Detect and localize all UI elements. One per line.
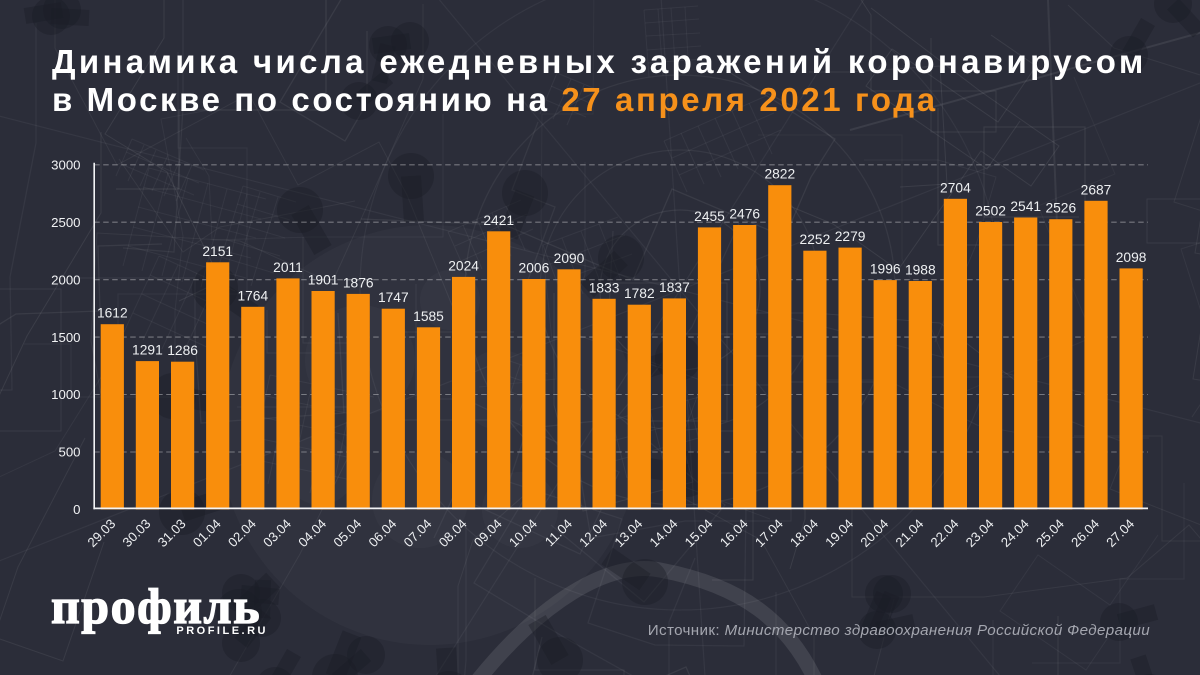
svg-text:1901: 1901: [308, 273, 339, 288]
svg-text:3000: 3000: [51, 158, 80, 173]
svg-text:2000: 2000: [51, 272, 80, 287]
svg-text:1612: 1612: [97, 306, 128, 321]
svg-text:1291: 1291: [132, 343, 163, 358]
svg-text:2541: 2541: [1010, 199, 1041, 214]
svg-text:1286: 1286: [167, 343, 198, 358]
svg-text:2006: 2006: [519, 261, 550, 276]
svg-text:1876: 1876: [343, 275, 374, 290]
svg-text:2151: 2151: [202, 244, 233, 259]
svg-text:2500: 2500: [51, 215, 80, 230]
svg-text:1837: 1837: [659, 280, 690, 295]
svg-text:2098: 2098: [1116, 250, 1147, 265]
svg-text:2704: 2704: [940, 180, 971, 195]
svg-text:2455: 2455: [694, 209, 725, 224]
svg-text:2526: 2526: [1045, 201, 1076, 216]
svg-text:2476: 2476: [729, 207, 760, 222]
svg-text:2024: 2024: [448, 258, 479, 273]
svg-text:2252: 2252: [800, 232, 831, 247]
svg-text:2421: 2421: [483, 213, 514, 228]
svg-text:2822: 2822: [764, 167, 795, 182]
svg-text:1996: 1996: [870, 262, 901, 277]
svg-text:0: 0: [73, 502, 80, 517]
svg-text:1585: 1585: [413, 309, 444, 324]
svg-text:2687: 2687: [1081, 182, 1112, 197]
svg-text:1988: 1988: [905, 263, 936, 278]
svg-text:2090: 2090: [554, 251, 585, 266]
svg-text:2279: 2279: [835, 229, 866, 244]
svg-text:500: 500: [58, 445, 80, 460]
svg-text:1500: 1500: [51, 330, 80, 345]
svg-text:1764: 1764: [237, 288, 268, 303]
svg-text:1747: 1747: [378, 290, 409, 305]
svg-text:2011: 2011: [273, 260, 303, 275]
svg-text:1833: 1833: [589, 280, 620, 295]
svg-text:1000: 1000: [51, 387, 80, 402]
svg-text:1782: 1782: [624, 286, 655, 301]
svg-text:2502: 2502: [975, 204, 1006, 219]
